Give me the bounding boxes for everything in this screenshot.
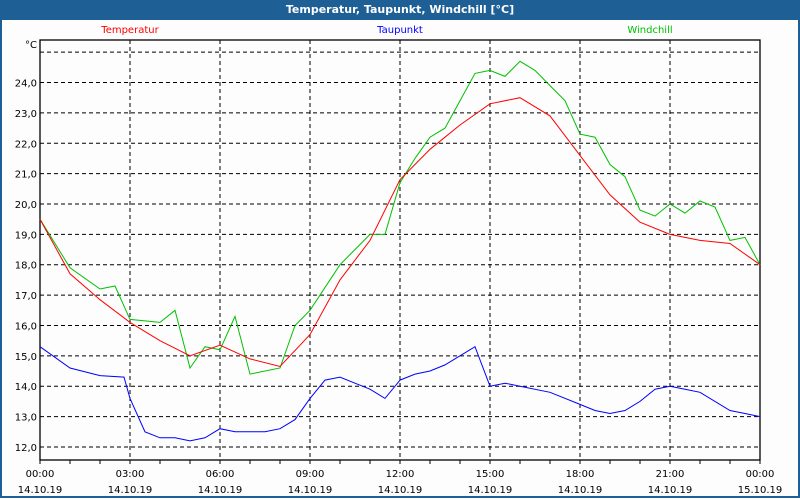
x-tick-time: 03:00	[116, 469, 145, 480]
y-tick-label: 14,0	[15, 382, 37, 393]
y-tick-label: 22,0	[15, 139, 37, 150]
series-line-taupunkt	[39, 345, 761, 442]
x-tick-time: 21:00	[656, 469, 685, 480]
x-tick-time: 06:00	[206, 469, 235, 480]
x-tick-time: 15:00	[476, 469, 505, 480]
x-tick-date: 14.10.19	[108, 485, 153, 496]
y-tick-label: 18,0	[15, 261, 37, 272]
series-line-windchill	[39, 60, 761, 375]
y-tick-label: 17,0	[15, 291, 37, 302]
x-tick-time: 09:00	[296, 469, 325, 480]
x-tick-time: 12:00	[386, 469, 415, 480]
x-tick-date: 14.10.19	[648, 485, 693, 496]
x-tick-time: 18:00	[566, 469, 595, 480]
x-tick-date: 14.10.19	[18, 485, 63, 496]
legend-taupunkt: Taupunkt	[376, 25, 423, 36]
x-tick-time: 00:00	[26, 469, 55, 480]
y-tick-label: 15,0	[15, 352, 37, 363]
y-axis-unit: °C	[25, 40, 37, 51]
x-tick-date: 14.10.19	[558, 485, 603, 496]
x-tick-date: 14.10.19	[288, 485, 333, 496]
x-tick-date: 14.10.19	[198, 485, 243, 496]
x-tick-date: 14.10.19	[468, 485, 513, 496]
y-tick-label: 19,0	[15, 230, 37, 241]
series-line-temperatur	[39, 97, 761, 368]
x-tick-date: 14.10.19	[378, 485, 423, 496]
y-tick-label: 16,0	[15, 321, 37, 332]
y-tick-label: 23,0	[15, 109, 37, 120]
x-tick-time: 00:00	[746, 469, 775, 480]
legend-windchill: Windchill	[627, 25, 672, 36]
y-tick-label: 20,0	[15, 200, 37, 211]
y-tick-label: 24,0	[15, 79, 37, 90]
y-tick-label: 13,0	[15, 413, 37, 424]
window-title: Temperatur, Taupunkt, Windchill [°C]	[0, 0, 800, 20]
y-tick-label: 21,0	[15, 170, 37, 181]
legend-temperatur: Temperatur	[100, 25, 159, 36]
x-tick-date: 15.10.19	[738, 485, 783, 496]
y-tick-label: 12,0	[15, 443, 37, 454]
